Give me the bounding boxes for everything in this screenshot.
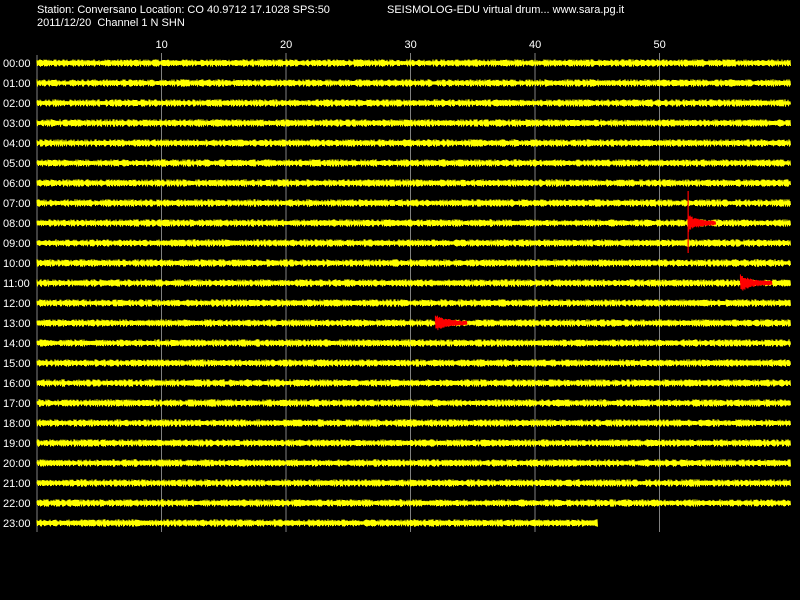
trace-row [36, 219, 791, 227]
trace-row [36, 79, 791, 87]
trace-row [36, 359, 791, 367]
hour-label: 00:00 [3, 58, 31, 70]
trace-row [36, 379, 791, 387]
minute-tick-label: 50 [654, 39, 666, 51]
hour-label: 12:00 [3, 298, 31, 310]
hour-label: 09:00 [3, 238, 31, 250]
hour-label: 03:00 [3, 118, 31, 130]
minute-grid [36, 53, 660, 532]
hour-label: 22:00 [3, 498, 31, 510]
trace-row [36, 419, 791, 427]
trace-rows [36, 59, 791, 527]
trace-row [36, 139, 791, 147]
date-channel-info: 2011/12/20 Channel 1 N SHN [37, 17, 185, 29]
hour-label: 08:00 [3, 218, 31, 230]
trace-row [36, 239, 791, 247]
trace-row [36, 299, 791, 307]
hour-label: 20:00 [3, 458, 31, 470]
trace-row [36, 259, 791, 267]
trace-row [36, 59, 791, 67]
trace-row [36, 279, 791, 287]
event-waveform [739, 274, 773, 291]
drum-title: SEISMOLOG-EDU virtual drum... www.sara.p… [387, 4, 625, 16]
hour-label: 02:00 [3, 98, 31, 110]
event-waveform [687, 214, 717, 232]
trace-row [36, 319, 791, 327]
hour-label: 23:00 [3, 518, 31, 530]
trace-row [36, 439, 791, 447]
hour-label: 07:00 [3, 198, 31, 210]
minute-tick-label: 10 [156, 39, 168, 51]
minute-tick-label: 30 [405, 39, 417, 51]
hour-label: 11:00 [3, 278, 30, 290]
trace-row [36, 519, 598, 527]
hour-label: 06:00 [3, 178, 31, 190]
hour-label: 05:00 [3, 158, 31, 170]
station-info: Station: Conversano Location: CO 40.9712… [37, 4, 330, 16]
event-waveform [434, 315, 468, 331]
trace-row [36, 459, 791, 467]
hour-label: 14:00 [3, 338, 31, 350]
trace-row [36, 199, 791, 207]
trace-row [36, 499, 791, 507]
hour-label: 01:00 [3, 78, 31, 90]
trace-row [36, 339, 791, 347]
trace-row [36, 119, 791, 127]
hour-label: 17:00 [3, 398, 31, 410]
hour-label: 04:00 [3, 138, 31, 150]
hour-label: 21:00 [3, 478, 31, 490]
hour-label: 15:00 [3, 358, 31, 370]
hour-label: 18:00 [3, 418, 31, 430]
minute-axis: 10 20 30 40 50 [156, 39, 666, 51]
hour-label: 10:00 [3, 258, 31, 270]
hour-label: 19:00 [3, 438, 31, 450]
hour-label: 16:00 [3, 378, 31, 390]
event-markers [434, 191, 773, 331]
trace-row [36, 479, 791, 487]
trace-row [36, 399, 791, 407]
trace-row [36, 99, 791, 107]
minute-tick-label: 20 [280, 39, 292, 51]
minute-tick-label: 40 [529, 39, 541, 51]
trace-row [36, 179, 791, 187]
hour-axis: 00:00 01:00 02:00 03:00 04:00 05:00 06:00 07:00… [3, 58, 31, 530]
hour-label: 13:00 [3, 318, 31, 330]
trace-row [36, 159, 791, 167]
